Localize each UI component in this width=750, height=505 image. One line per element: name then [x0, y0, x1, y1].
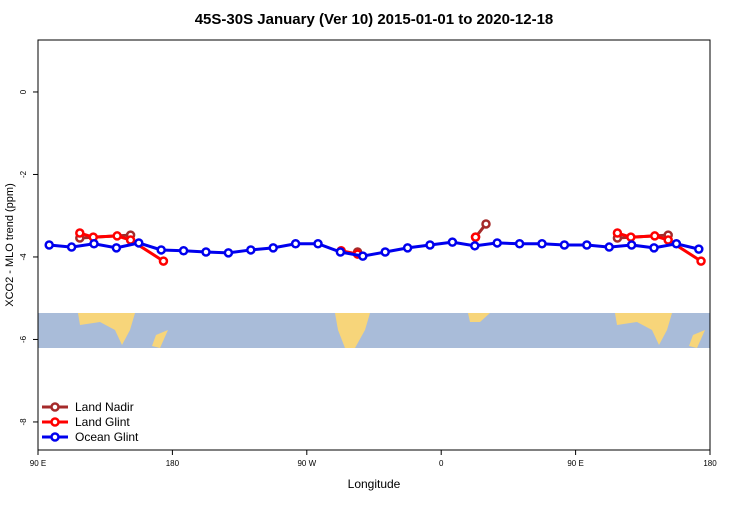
- x-tick-label: 180: [703, 459, 717, 468]
- point: [447, 237, 458, 247]
- y-tick-label: -6: [19, 335, 28, 343]
- point: [696, 256, 706, 266]
- point: [514, 239, 525, 249]
- legend-marker: [50, 417, 60, 427]
- point: [201, 247, 211, 257]
- point: [66, 242, 77, 252]
- point: [604, 242, 614, 252]
- legend-marker: [50, 402, 60, 412]
- point: [402, 243, 413, 253]
- point: [649, 243, 659, 253]
- point: [582, 240, 592, 250]
- point: [223, 248, 234, 258]
- point: [626, 232, 636, 242]
- map-strip: [38, 313, 710, 348]
- point: [156, 245, 166, 255]
- point: [663, 235, 673, 245]
- point: [125, 235, 136, 245]
- point: [75, 228, 85, 238]
- chart-title: 45S-30S January (Ver 10) 2015-01-01 to 2…: [195, 11, 554, 28]
- point: [44, 240, 54, 250]
- point: [268, 243, 278, 253]
- x-tick-label: 180: [166, 459, 180, 468]
- x-tick-label: 90 W: [297, 459, 316, 468]
- point: [671, 239, 682, 249]
- point: [626, 240, 637, 250]
- legend-label: Ocean Glint: [75, 430, 139, 444]
- point: [470, 241, 480, 251]
- x-tick-label: 0: [439, 459, 444, 468]
- legend-marker: [50, 432, 60, 442]
- point: [649, 231, 660, 241]
- point: [246, 245, 256, 255]
- point: [537, 239, 547, 249]
- point: [358, 251, 368, 261]
- point: [134, 238, 144, 248]
- y-tick-label: -4: [19, 253, 28, 261]
- point: [112, 231, 122, 241]
- x-axis-label: Longitude: [348, 477, 401, 491]
- point: [470, 232, 481, 242]
- point: [380, 247, 390, 257]
- point: [425, 240, 435, 250]
- legend-label: Land Nadir: [75, 400, 134, 414]
- legend-label: Land Glint: [75, 415, 130, 429]
- y-tick-label: -2: [19, 170, 28, 178]
- point: [89, 239, 99, 249]
- point: [481, 219, 491, 229]
- point: [290, 239, 301, 249]
- point: [492, 238, 502, 248]
- x-tick-label: 90 E: [567, 459, 583, 468]
- point: [694, 244, 704, 254]
- point: [612, 228, 623, 238]
- point: [111, 243, 122, 253]
- point: [313, 239, 323, 249]
- y-tick-label: -8: [19, 418, 28, 426]
- point: [335, 247, 346, 257]
- point: [158, 256, 169, 266]
- x-tick-label: 90 E: [30, 459, 46, 468]
- y-axis-label: XCO2 - MLO trend (ppm): [4, 183, 16, 306]
- point: [559, 240, 570, 250]
- y-tick-label: 0: [19, 89, 28, 94]
- plot-frame: [37, 39, 711, 451]
- point: [178, 246, 189, 256]
